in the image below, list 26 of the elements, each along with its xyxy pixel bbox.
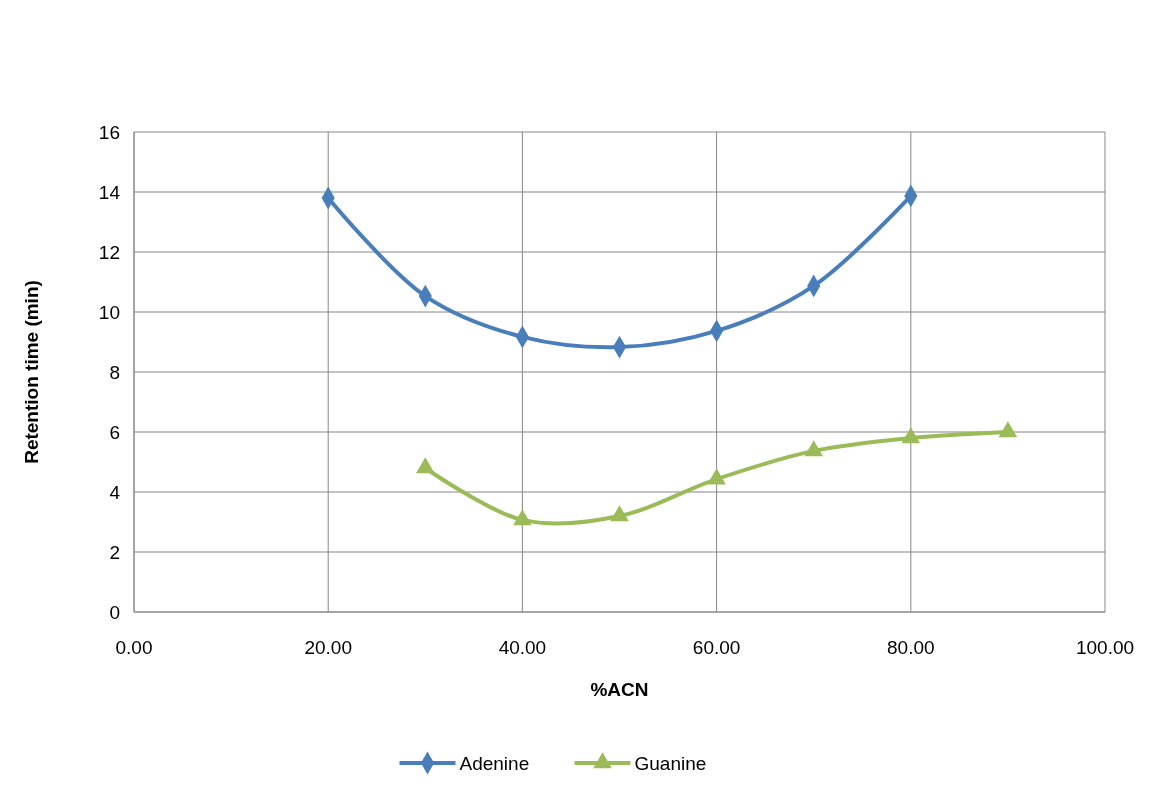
point [707,468,726,485]
y-tick-label: 2 [109,541,120,563]
y-tick-label: 8 [109,361,120,383]
legend-label: Adenine [459,752,530,774]
legend-label: Guanine [634,752,707,774]
x-tick-label: 80.00 [887,637,935,658]
x-tick-label: 20.00 [304,637,352,658]
x-tick-label: 0.00 [115,637,153,658]
y-axis-title: Retention time (min) [21,280,42,464]
y-tick-label: 14 [98,181,121,203]
x-tick-label: 40.00 [498,637,547,658]
x-tick-label: 100.00 [1075,637,1135,658]
point [513,509,532,526]
point [610,505,629,522]
y-tick-label: 6 [109,421,120,443]
point [804,440,824,457]
x-tick-label: 60.00 [692,637,741,658]
y-tick-label: 16 [98,121,120,143]
point [901,427,921,444]
y-tick-label: 12 [98,241,120,263]
y-tick-label: 10 [98,301,120,323]
y-tick-label: 0 [109,601,120,623]
point [998,421,1018,438]
x-axis-title: %ACN [590,679,649,700]
y-tick-label: 4 [109,481,121,503]
point [415,457,435,474]
